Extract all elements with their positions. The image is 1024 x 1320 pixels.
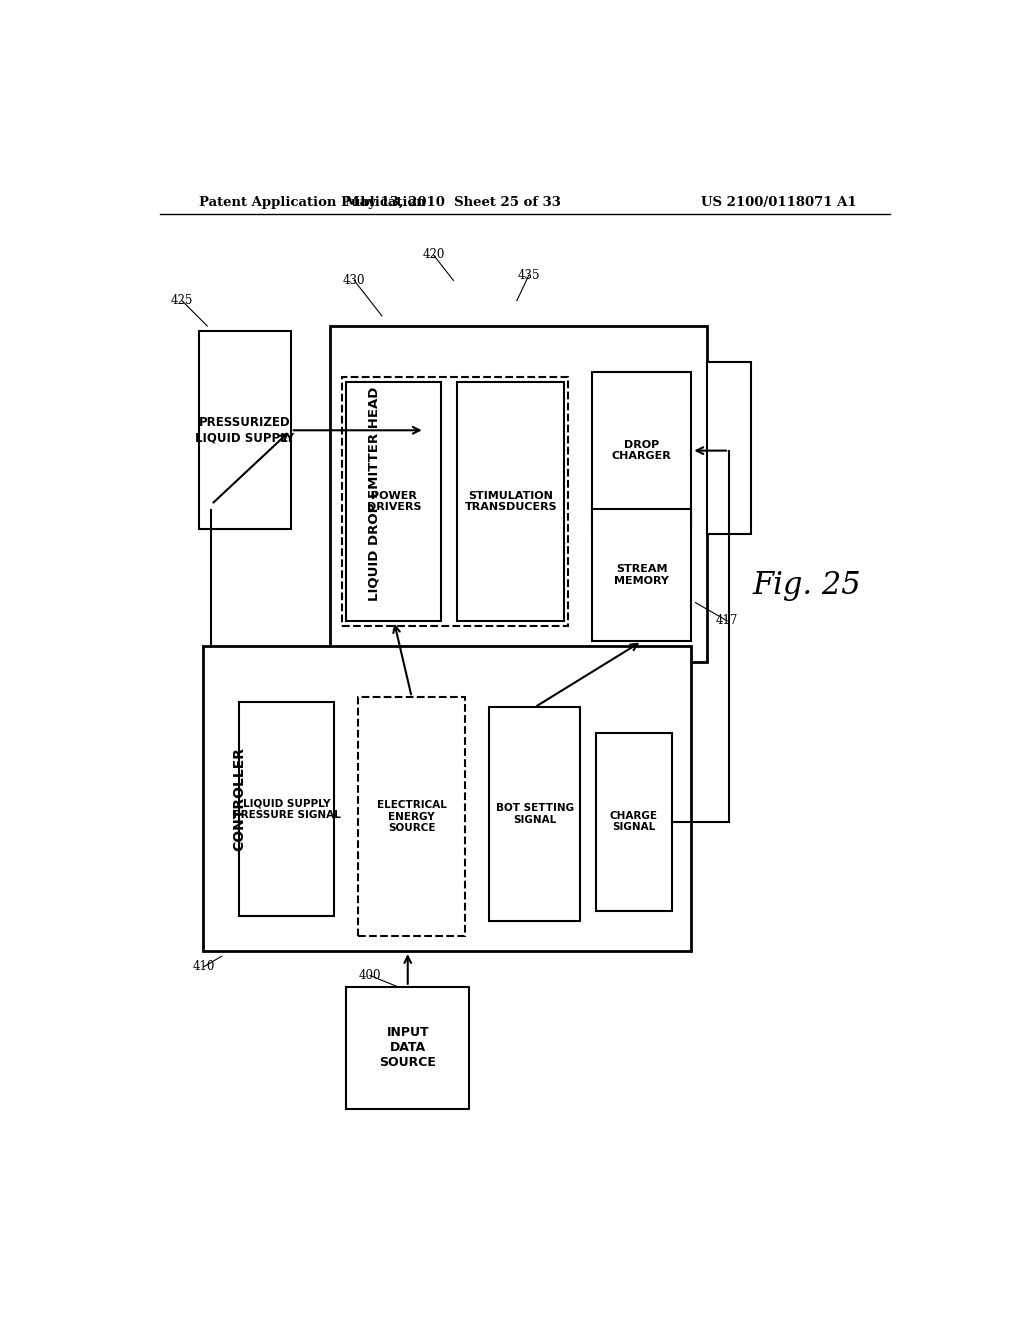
Text: CHARGE
SIGNAL: CHARGE SIGNAL	[610, 810, 657, 833]
Bar	[358, 697, 465, 936]
Bar	[331, 326, 708, 661]
Text: 430: 430	[343, 273, 366, 286]
Text: CONTROLLER: CONTROLLER	[232, 747, 246, 850]
Text: LIQUID DROP EMITTER HEAD: LIQUID DROP EMITTER HEAD	[368, 387, 381, 601]
Bar	[592, 510, 691, 642]
Bar	[342, 378, 568, 626]
Text: POWER
DRIVERS: POWER DRIVERS	[367, 491, 421, 512]
Text: Fig. 25: Fig. 25	[753, 570, 861, 601]
Bar	[458, 381, 564, 620]
Bar	[489, 708, 581, 921]
Text: STREAM
MEMORY: STREAM MEMORY	[614, 565, 670, 586]
Text: US 2100/0118071 A1: US 2100/0118071 A1	[701, 195, 856, 209]
Text: Patent Application Publication: Patent Application Publication	[200, 195, 426, 209]
Text: 410: 410	[193, 960, 215, 973]
Text: 435: 435	[517, 269, 540, 281]
Text: LIQUID SUPPLY
PRESSURE SIGNAL: LIQUID SUPPLY PRESSURE SIGNAL	[232, 799, 341, 820]
Text: STIMULATION
TRANSDUCERS: STIMULATION TRANSDUCERS	[465, 491, 557, 512]
Text: DROP
CHARGER: DROP CHARGER	[612, 440, 672, 462]
Bar	[240, 702, 334, 916]
Text: May 13, 2010  Sheet 25 of 33: May 13, 2010 Sheet 25 of 33	[345, 195, 561, 209]
Text: 400: 400	[358, 969, 381, 982]
Text: 420: 420	[422, 248, 444, 261]
Text: INPUT
DATA
SOURCE: INPUT DATA SOURCE	[379, 1026, 436, 1069]
Bar	[204, 647, 691, 952]
Text: PRESSURIZED
LIQUID SUPPLY: PRESSURIZED LIQUID SUPPLY	[196, 416, 295, 445]
Bar	[708, 362, 751, 535]
Bar	[592, 372, 691, 529]
Text: 425: 425	[171, 294, 194, 308]
Bar	[346, 987, 469, 1109]
Text: BOT SETTING
SIGNAL: BOT SETTING SIGNAL	[496, 803, 573, 825]
Bar	[346, 381, 441, 620]
Text: 417: 417	[716, 614, 738, 627]
Bar	[596, 733, 672, 911]
Text: ELECTRICAL
ENERGY
SOURCE: ELECTRICAL ENERGY SOURCE	[377, 800, 446, 833]
Bar	[200, 331, 291, 529]
